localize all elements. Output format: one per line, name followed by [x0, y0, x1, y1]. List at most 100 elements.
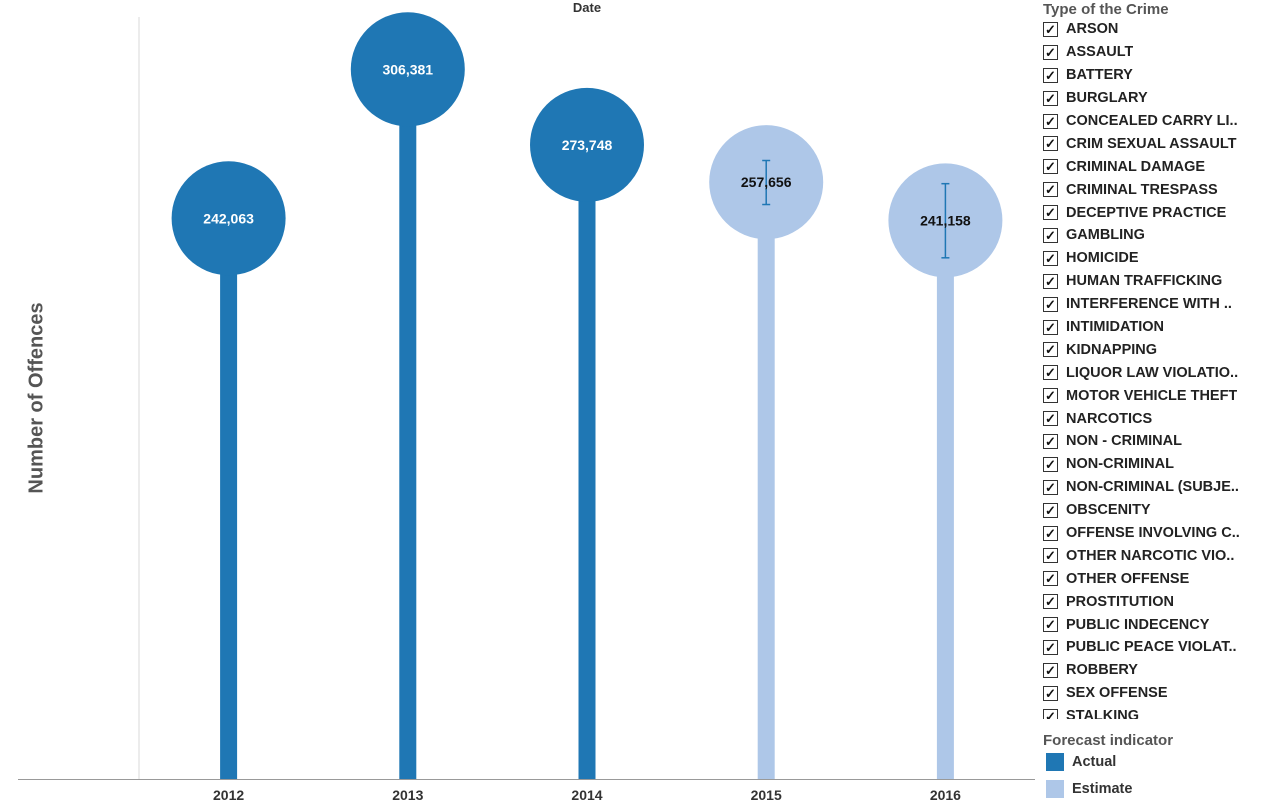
filter-item[interactable]: ✓ NON-CRIMINAL [1043, 453, 1261, 476]
filter-item[interactable]: ✓ CONCEALED CARRY LI.. [1043, 110, 1261, 133]
checkbox[interactable]: ✓ [1043, 273, 1058, 289]
filter-item-label: CRIMINAL DAMAGE [1066, 158, 1206, 175]
checkbox[interactable]: ✓ [1043, 708, 1058, 719]
checkbox[interactable]: ✓ [1043, 594, 1058, 610]
checkbox[interactable]: ✓ [1043, 548, 1058, 564]
checkbox[interactable]: ✓ [1043, 571, 1058, 587]
filter-item[interactable]: ✓ OFFENSE INVOLVING C.. [1043, 522, 1261, 545]
filter-item[interactable]: ✓ INTIMIDATION [1043, 316, 1261, 339]
filter-item[interactable]: ✓ PUBLIC INDECENCY [1043, 613, 1261, 636]
checkbox[interactable]: ✓ [1043, 342, 1058, 358]
lollipop-head [350, 12, 465, 127]
filter-item-label: STALKING [1066, 708, 1140, 719]
filter-item[interactable]: ✓ BATTERY [1043, 64, 1261, 87]
filter-item-label: NON-CRIMINAL (SUBJE.. [1066, 479, 1239, 496]
checkbox[interactable]: ✓ [1043, 433, 1058, 449]
filter-item[interactable]: ✓ OTHER NARCOTIC VIO.. [1043, 544, 1261, 567]
checkbox[interactable]: ✓ [1043, 113, 1058, 129]
filter-item[interactable]: ✓ NON - CRIMINAL [1043, 430, 1261, 453]
checkbox[interactable]: ✓ [1043, 227, 1058, 243]
checkbox[interactable]: ✓ [1043, 21, 1058, 37]
filter-item-label: ARSON [1066, 21, 1119, 38]
checkbox[interactable]: ✓ [1043, 639, 1058, 655]
filter-item[interactable]: ✓ INTERFERENCE WITH .. [1043, 293, 1261, 316]
filter-item[interactable]: ✓ PROSTITUTION [1043, 590, 1261, 613]
filter-item-label: DECEPTIVE PRACTICE [1066, 204, 1227, 221]
filter-item[interactable]: ✓ LIQUOR LAW VIOLATIO.. [1043, 361, 1261, 384]
filter-item-label: PUBLIC INDECENCY [1066, 616, 1210, 633]
checkbox[interactable]: ✓ [1043, 479, 1058, 495]
filter-item[interactable]: ✓ DECEPTIVE PRACTICE [1043, 201, 1261, 224]
checkbox[interactable]: ✓ [1043, 182, 1058, 198]
legend-item[interactable]: Estimate [1046, 780, 1132, 798]
checkbox[interactable]: ✓ [1043, 525, 1058, 541]
filter-item-label: INTERFERENCE WITH .. [1066, 296, 1232, 313]
legend-item[interactable]: Actual [1046, 753, 1116, 771]
filter-list[interactable]: ✓ ARSON ✓ ASSAULT ✓ BATTERY ✓ BURGLARY ✓ CONCEALE… [1043, 18, 1261, 719]
filter-item-label: KIDNAPPING [1066, 341, 1158, 358]
checkbox[interactable]: ✓ [1043, 296, 1058, 312]
filter-item[interactable]: ✓ CRIM SEXUAL ASSAULT [1043, 132, 1261, 155]
checkbox[interactable]: ✓ [1043, 502, 1058, 518]
filter-item[interactable]: ✓ GAMBLING [1043, 224, 1261, 247]
filter-item[interactable]: ✓ ASSAULT [1043, 41, 1261, 64]
checkbox[interactable]: ✓ [1043, 456, 1058, 472]
legend-label: Actual [1072, 754, 1117, 770]
checkbox[interactable]: ✓ [1043, 388, 1058, 404]
legend-label: Estimate [1072, 781, 1133, 797]
filter-item-label: OTHER OFFENSE [1066, 570, 1190, 587]
x-tick-label: 2015 [751, 787, 782, 803]
checkbox[interactable]: ✓ [1043, 159, 1058, 175]
filter-item[interactable]: ✓ HUMAN TRAFFICKING [1043, 270, 1261, 293]
lollipop-stem [220, 218, 238, 779]
filter-item[interactable]: ✓ CRIMINAL TRESPASS [1043, 178, 1261, 201]
filter-item-label: SEX OFFENSE [1066, 685, 1168, 702]
filter-item[interactable]: ✓ OTHER OFFENSE [1043, 567, 1261, 590]
filter-item-label: BURGLARY [1066, 90, 1148, 107]
filter-item-label: GAMBLING [1066, 227, 1145, 244]
filter-item[interactable]: ✓ STALKING [1043, 705, 1261, 719]
x-tick-label: 2013 [392, 787, 423, 803]
lollipop-chart: 242,063 2012 306,381 2013 273,748 2014 257,656… [18, 12, 1035, 803]
filter-item-label: NON - CRIMINAL [1066, 433, 1182, 450]
data-label: 306,381 [382, 61, 433, 77]
filter-item[interactable]: ✓ OBSCENITY [1043, 499, 1261, 522]
lollipop-stem [757, 182, 775, 780]
checkbox[interactable]: ✓ [1043, 365, 1058, 381]
checkbox[interactable]: ✓ [1043, 90, 1058, 106]
filter-item[interactable]: ✓ ARSON [1043, 18, 1261, 41]
checkbox[interactable]: ✓ [1043, 44, 1058, 60]
column-header: Date [572, 0, 602, 15]
filter-item[interactable]: ✓ MOTOR VEHICLE THEFT [1043, 384, 1261, 407]
filter-item[interactable]: ✓ ROBBERY [1043, 659, 1261, 682]
checkbox[interactable]: ✓ [1043, 617, 1058, 633]
filter-item-label: OBSCENITY [1066, 502, 1151, 519]
filter-item-label: LIQUOR LAW VIOLATIO.. [1066, 364, 1239, 381]
x-tick-label: 2014 [571, 787, 602, 803]
filter-item-label: CRIM SEXUAL ASSAULT [1066, 135, 1237, 152]
x-tick-label: 2016 [930, 787, 961, 803]
filter-item-label: NON-CRIMINAL [1066, 456, 1174, 473]
filter-item[interactable]: ✓ SEX OFFENSE [1043, 682, 1261, 705]
checkbox[interactable]: ✓ [1043, 411, 1058, 427]
filter-item[interactable]: ✓ NARCOTICS [1043, 407, 1261, 430]
checkbox[interactable]: ✓ [1043, 205, 1058, 221]
checkbox[interactable]: ✓ [1043, 67, 1058, 83]
checkbox[interactable]: ✓ [1043, 662, 1058, 678]
filter-item[interactable]: ✓ BURGLARY [1043, 87, 1261, 110]
filter-item-label: HUMAN TRAFFICKING [1066, 273, 1223, 290]
lollipop-stem [578, 144, 596, 779]
filter-item[interactable]: ✓ PUBLIC PEACE VIOLAT.. [1043, 636, 1261, 659]
filter-item-label: INTIMIDATION [1066, 319, 1164, 336]
checkbox[interactable]: ✓ [1043, 319, 1058, 335]
checkbox[interactable]: ✓ [1043, 136, 1058, 152]
checkbox[interactable]: ✓ [1043, 685, 1058, 701]
filter-item-label: BATTERY [1066, 67, 1133, 84]
filter-item[interactable]: ✓ NON-CRIMINAL (SUBJE.. [1043, 476, 1261, 499]
filter-item[interactable]: ✓ HOMICIDE [1043, 247, 1261, 270]
filter-item[interactable]: ✓ KIDNAPPING [1043, 338, 1261, 361]
checkbox[interactable]: ✓ [1043, 250, 1058, 266]
x-tick-label: 2012 [213, 787, 244, 803]
filter-item[interactable]: ✓ CRIMINAL DAMAGE [1043, 155, 1261, 178]
filter-item-label: CONCEALED CARRY LI.. [1066, 113, 1238, 129]
